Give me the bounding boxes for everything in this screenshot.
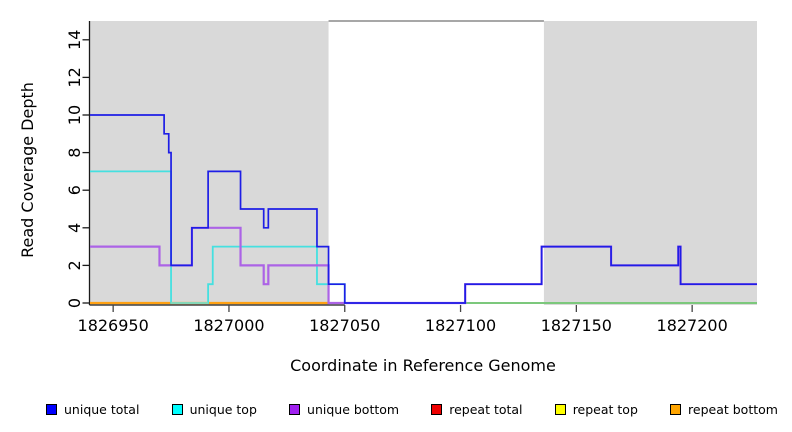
legend-swatch-unique-top-icon (171, 403, 183, 415)
legend-item-repeat-top: repeat top (554, 401, 638, 417)
y-tick-label: 4 (65, 223, 84, 233)
legend-label-repeat-top: repeat top (572, 401, 638, 417)
legend: unique total unique top unique bottom re… (0, 394, 792, 424)
repeat-region-shading (90, 21, 329, 305)
legend-label-unique-total: unique total (64, 401, 140, 417)
legend-swatch-repeat-bottom-icon (670, 403, 682, 415)
y-tick-label: 12 (65, 67, 84, 87)
repeat-region-shading (543, 21, 757, 305)
legend-item-unique-top: unique top (171, 401, 257, 417)
legend-swatch-repeat-total-icon (431, 403, 443, 415)
y-axis-title: Read Coverage Depth (18, 82, 37, 258)
y-tick-label: 8 (65, 148, 84, 158)
legend-swatch-unique-total-icon (46, 403, 57, 415)
legend-item-repeat-total: repeat total (431, 401, 523, 417)
legend-item-repeat-bottom: repeat bottom (670, 402, 778, 417)
y-tick-label: 2 (65, 260, 84, 270)
legend-label-repeat-bottom: repeat bottom (688, 401, 778, 417)
legend-item-unique-bottom: unique bottom (289, 402, 399, 417)
y-tick-label: 10 (65, 105, 84, 125)
legend-item-unique-total: unique total (46, 402, 139, 417)
x-tick-label: 1827150 (541, 316, 612, 335)
chart-canvas: 1826950 1827000 1827050 1827100 1827150 18272… (18, 20, 757, 375)
x-tick-label: 1827200 (657, 316, 728, 335)
y-tick-label: 6 (65, 185, 84, 195)
x-tick-label: 1826950 (78, 316, 149, 335)
x-axis-title: Coordinate in Reference Genome (290, 356, 556, 375)
legend-label-repeat-total: repeat total (449, 401, 523, 417)
y-tick-label: 14 (65, 30, 84, 50)
x-tick-label: 1827050 (309, 316, 380, 335)
legend-swatch-unique-bottom-icon (289, 403, 301, 415)
series-unique-total (90, 114, 757, 304)
legend-swatch-repeat-top-icon (554, 403, 566, 415)
x-tick-label: 1827100 (425, 316, 496, 335)
legend-label-unique-bottom: unique bottom (307, 401, 400, 417)
y-tick-label: 0 (65, 298, 84, 308)
legend-label-unique-top: unique top (189, 401, 257, 417)
x-tick-label: 1827000 (193, 316, 264, 335)
